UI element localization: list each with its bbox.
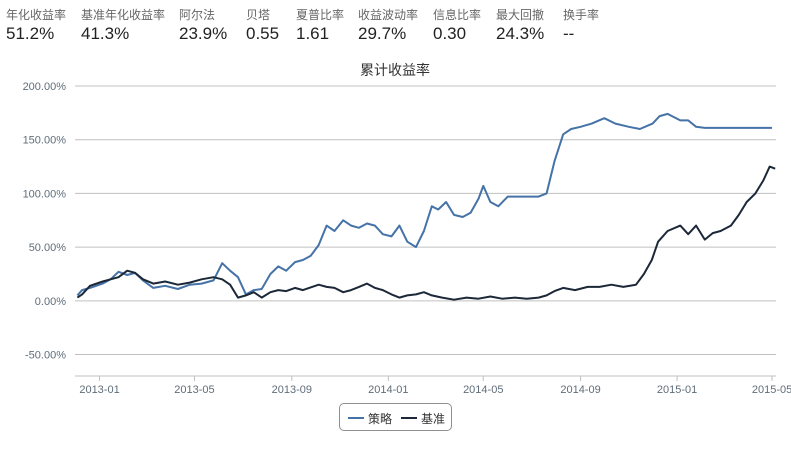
stat-value: 24.3% (496, 24, 545, 43)
stat-value: 0.30 (433, 24, 467, 43)
x-tick-label: 2014-01 (368, 384, 408, 396)
x-tick-label: 2013-01 (79, 384, 119, 396)
series-lines (76, 112, 776, 301)
x-axis-ticks: 2013-01 2013-05 2013-09 2014-01 2014-05 2014-… (75, 375, 791, 396)
stat-label: 贝塔 (246, 8, 271, 22)
stat-value: 51.2% (6, 24, 55, 43)
x-tick-label: 2015-01 (657, 384, 697, 396)
stat-label: 换手率 (563, 8, 600, 22)
chart-title: 累计收益率 (360, 62, 430, 78)
stat-value: 1.61 (296, 24, 330, 43)
grid (75, 85, 776, 356)
y-tick-label: 0.00% (35, 296, 66, 308)
y-tick-label: 200.00% (23, 81, 67, 93)
stat-label: 阿尔法 (179, 8, 216, 22)
stat-value: 29.7% (358, 24, 407, 43)
stat-label: 年化收益率 (6, 8, 67, 22)
cumulative-return-chart: 累计收益率 -50.00% 0.00% 50.00% 100.00% 150.00% 20… (23, 62, 791, 396)
x-tick-label: 2014-05 (463, 384, 503, 396)
stat-label: 收益波动率 (358, 8, 419, 22)
y-tick-label: 50.00% (29, 242, 67, 254)
stats-bar: 年化收益率 51.2% 基准年化收益率 41.3% 阿尔法 23.9% 贝塔 0… (0, 0, 791, 48)
series-line-benchmark (76, 165, 776, 301)
legend-swatch (401, 417, 417, 419)
y-tick-label: 150.00% (23, 135, 67, 147)
x-tick-label: 2013-09 (272, 384, 312, 396)
stat-label: 夏普比率 (296, 8, 345, 22)
stat-label: 基准年化收益率 (81, 8, 166, 22)
y-tick-label: -50.00% (25, 350, 66, 362)
y-axis-ticks: -50.00% 0.00% 50.00% 100.00% 150.00% 200.00% (23, 81, 67, 362)
legend-label: 基准 (421, 412, 446, 426)
stat-value: 23.9% (179, 24, 228, 43)
x-tick-label: 2015-05 (752, 384, 791, 396)
stat-label: 信息比率 (433, 8, 482, 22)
y-tick-label: 100.00% (23, 188, 67, 200)
x-tick-label: 2013-05 (174, 384, 214, 396)
legend-swatch (348, 417, 364, 419)
stat-value: -- (563, 24, 575, 43)
x-tick-label: 2014-09 (560, 384, 600, 396)
series-line-strategy (76, 112, 772, 297)
stat-label: 最大回撤 (496, 8, 545, 22)
stat-value: 41.3% (81, 24, 130, 43)
stat-value: 0.55 (246, 24, 280, 43)
legend: 策略 基准 (339, 403, 452, 431)
legend-label: 策略 (368, 412, 393, 426)
